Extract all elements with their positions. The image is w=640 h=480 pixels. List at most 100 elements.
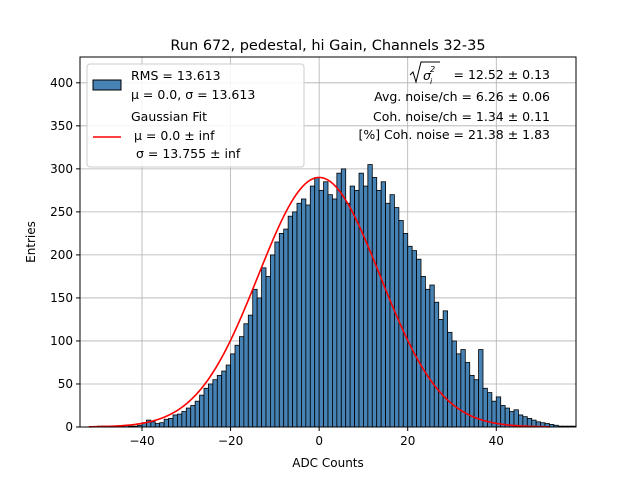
histogram-bar xyxy=(402,232,409,428)
histogram-bar xyxy=(163,418,169,428)
histogram-bar xyxy=(212,379,218,428)
chart-title: Run 672, pedestal, hi Gain, Channels 32-… xyxy=(170,38,485,54)
histogram-bar xyxy=(464,362,471,428)
annotation-coh-noise-pct: [%] Coh. noise = 21.38 ± 1.83 xyxy=(358,127,550,142)
histogram-bar xyxy=(318,189,324,428)
histogram-bar xyxy=(420,276,426,428)
histogram-bar xyxy=(168,417,174,428)
histogram-bar xyxy=(345,202,351,428)
histogram-bar xyxy=(456,353,462,428)
annotation-coh-noise: Coh. noise/ch = 1.34 ± 0.11 xyxy=(373,109,550,124)
histogram-bar xyxy=(323,181,329,428)
y-tick-label: 50 xyxy=(58,377,73,391)
histogram-bar xyxy=(433,301,440,428)
y-tick-label: 150 xyxy=(50,291,73,305)
histogram-bar xyxy=(270,254,276,428)
histogram-bar xyxy=(247,314,254,428)
histogram-bar xyxy=(159,422,165,428)
sqrt-sigma-symbol xyxy=(409,61,440,84)
histogram-bar xyxy=(301,198,307,428)
histogram-bar xyxy=(309,185,316,428)
histogram-bar xyxy=(513,409,519,428)
y-tick-label: 0 xyxy=(65,420,73,434)
histogram-bar xyxy=(376,189,382,428)
histogram-bar xyxy=(385,202,391,428)
histogram-bar xyxy=(371,177,378,428)
histogram-bar xyxy=(261,267,267,428)
legend-fit-sigma: σ = 13.755 ± inf xyxy=(136,146,241,161)
histogram-bar xyxy=(172,414,178,428)
histogram-bar xyxy=(190,405,196,428)
histogram-bar xyxy=(150,421,156,428)
x-tick-label: 0 xyxy=(315,434,323,448)
histogram-bar xyxy=(478,349,484,428)
y-axis-label: Entries xyxy=(24,221,38,263)
histogram-bar xyxy=(278,232,285,428)
histogram-bar xyxy=(154,423,161,428)
annotation-avg-noise: Avg. noise/ch = 6.26 ± 0.06 xyxy=(374,89,550,104)
histogram-bar xyxy=(265,276,271,428)
sigma-i-subscript: i xyxy=(430,77,433,86)
histogram-bar xyxy=(451,340,457,428)
histogram-bar xyxy=(411,250,417,428)
histogram-bar xyxy=(469,374,475,428)
histogram-bar xyxy=(407,245,413,428)
x-tick-label: 20 xyxy=(400,434,415,448)
histogram-bar xyxy=(243,323,249,428)
histogram-bar xyxy=(425,288,431,428)
histogram-bar xyxy=(221,370,227,428)
noise-annotations: σ 2 i = 12.52 ± 0.13 Avg. noise/ch = 6.2… xyxy=(358,61,550,142)
histogram-bar xyxy=(327,194,333,428)
histogram-bar xyxy=(332,198,338,428)
histogram-bar xyxy=(199,394,205,428)
legend-fit-mu: μ = 0.0 ± inf xyxy=(134,128,215,143)
sigma-i-symbol: σ xyxy=(423,68,432,83)
x-axis-label: ADC Counts xyxy=(292,456,364,470)
histogram-bar xyxy=(442,310,448,428)
y-tick-label: 300 xyxy=(50,162,73,176)
histogram-bar xyxy=(203,387,209,428)
histogram-bar xyxy=(274,241,280,428)
histogram-bar xyxy=(292,211,298,428)
histogram-bar xyxy=(460,349,466,428)
histogram-bar xyxy=(296,202,302,428)
legend-histogram-rms: RMS = 13.613 xyxy=(131,68,221,83)
x-tick-label: 40 xyxy=(489,434,504,448)
x-tick-label: −20 xyxy=(218,434,243,448)
histogram-bar xyxy=(234,344,240,428)
x-axis: −40 −20 0 20 40 xyxy=(129,427,504,448)
annotation-sigma-sq: = 12.52 ± 0.13 xyxy=(454,67,550,82)
histogram-bar xyxy=(208,383,214,428)
histogram-bar xyxy=(185,407,192,428)
y-tick-label: 350 xyxy=(50,119,73,133)
legend-fit-title: Gaussian Fit xyxy=(131,109,207,124)
y-axis: 0 50 100 150 200 250 300 350 400 xyxy=(50,76,80,434)
histogram-bar xyxy=(181,411,187,428)
histogram-bar xyxy=(429,284,435,428)
histogram-bar xyxy=(358,172,364,428)
histogram-bar xyxy=(363,185,369,428)
histogram-bar xyxy=(287,215,293,428)
histogram-bar xyxy=(495,396,502,428)
histogram-bar xyxy=(230,353,236,428)
y-tick-label: 200 xyxy=(50,248,73,262)
histogram-bar xyxy=(239,336,245,428)
x-tick-label: −40 xyxy=(129,434,154,448)
y-tick-label: 100 xyxy=(50,334,73,348)
legend: RMS = 13.613 μ = 0.0, σ = 13.613 Gaussia… xyxy=(86,63,305,168)
histogram-bar xyxy=(225,364,231,428)
histogram-bar xyxy=(194,400,200,428)
histogram-bar xyxy=(349,185,355,428)
histogram-bar xyxy=(216,374,223,428)
legend-histogram-stats: μ = 0.0, σ = 13.613 xyxy=(131,87,255,102)
histogram-bar xyxy=(438,319,444,428)
histogram-bar xyxy=(177,413,183,428)
histogram-bar xyxy=(283,228,289,428)
legend-frame xyxy=(86,63,305,168)
y-tick-label: 250 xyxy=(50,205,73,219)
y-tick-label: 400 xyxy=(50,76,73,90)
histogram-bar xyxy=(416,258,422,428)
histogram-bar xyxy=(305,204,311,428)
histogram-bar xyxy=(252,288,258,428)
